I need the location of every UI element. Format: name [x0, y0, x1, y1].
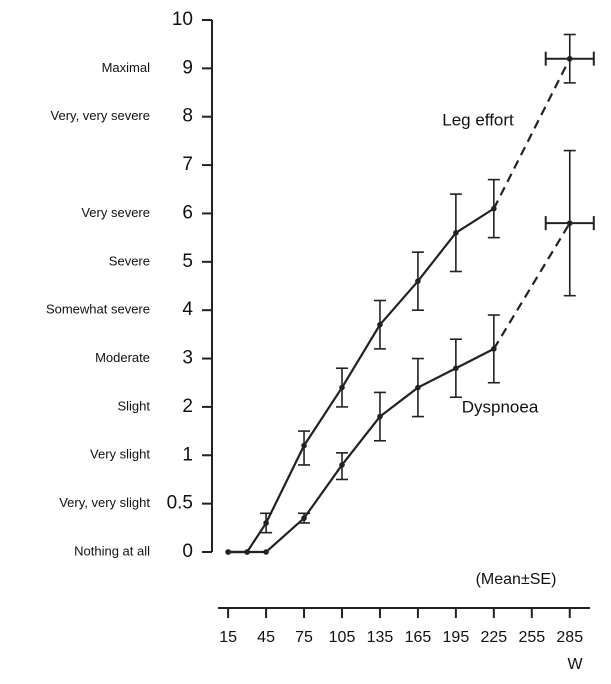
y-tick-label: 9 [182, 57, 193, 78]
x-tick-label: 15 [219, 629, 237, 646]
point [225, 549, 231, 555]
y-tick-descriptor: Slight [117, 398, 150, 413]
x-tick-label: 75 [295, 629, 313, 646]
y-tick-label: 4 [182, 299, 193, 320]
annotation: (Mean±SE) [476, 571, 557, 588]
y-tick-label: 1 [182, 444, 193, 465]
x-tick-label: 135 [367, 629, 394, 646]
y-tick-descriptor: Maximal [102, 60, 151, 75]
point [263, 520, 269, 526]
y-tick-label: 7 [182, 154, 193, 175]
y-tick-descriptor: Somewhat severe [46, 302, 150, 317]
point [263, 549, 269, 555]
y-tick-descriptor: Severe [109, 253, 150, 268]
y-tick-descriptor: Moderate [95, 350, 150, 365]
point [453, 365, 459, 372]
point [244, 549, 250, 555]
y-tick-label: 0 [182, 541, 193, 562]
point [453, 230, 459, 236]
series-label: Dyspnoea [462, 397, 539, 416]
y-tick-descriptor: Nothing at all [74, 543, 150, 558]
x-unit: W [567, 656, 583, 673]
line [228, 207, 495, 554]
y-tick-label: 8 [182, 106, 193, 127]
point [301, 442, 307, 449]
y-tick-descriptor: Very, very severe [51, 108, 150, 123]
x-tick-label: 105 [329, 629, 356, 646]
x-tick-label: 195 [443, 629, 470, 646]
point [339, 384, 345, 391]
dashed-line [492, 222, 571, 350]
y-tick-descriptor: Very severe [81, 205, 150, 220]
point [415, 278, 421, 284]
y-tick-label: 3 [182, 348, 193, 369]
x-tick-label: 225 [480, 629, 507, 646]
series-label: Leg effort [442, 110, 514, 129]
x-tick-label: 285 [556, 629, 583, 646]
x-tick-label: 255 [518, 629, 545, 646]
point [566, 220, 573, 226]
point [301, 515, 307, 521]
y-tick-descriptor: Very, very slight [59, 495, 150, 510]
point [339, 462, 345, 468]
dashed-line [492, 58, 571, 210]
x-tick-label: 45 [257, 629, 275, 646]
point [566, 55, 573, 62]
y-tick-label: 5 [182, 251, 193, 272]
y-tick-label: 2 [182, 396, 193, 417]
point [377, 413, 383, 420]
y-tick-label: 6 [182, 202, 193, 223]
x-tick-label: 165 [405, 629, 432, 646]
point [415, 384, 421, 391]
y-tick-descriptor: Very slight [90, 447, 150, 462]
point [377, 321, 383, 328]
y-tick-label: 0.5 [167, 493, 193, 514]
y-tick-label: 10 [172, 9, 193, 30]
